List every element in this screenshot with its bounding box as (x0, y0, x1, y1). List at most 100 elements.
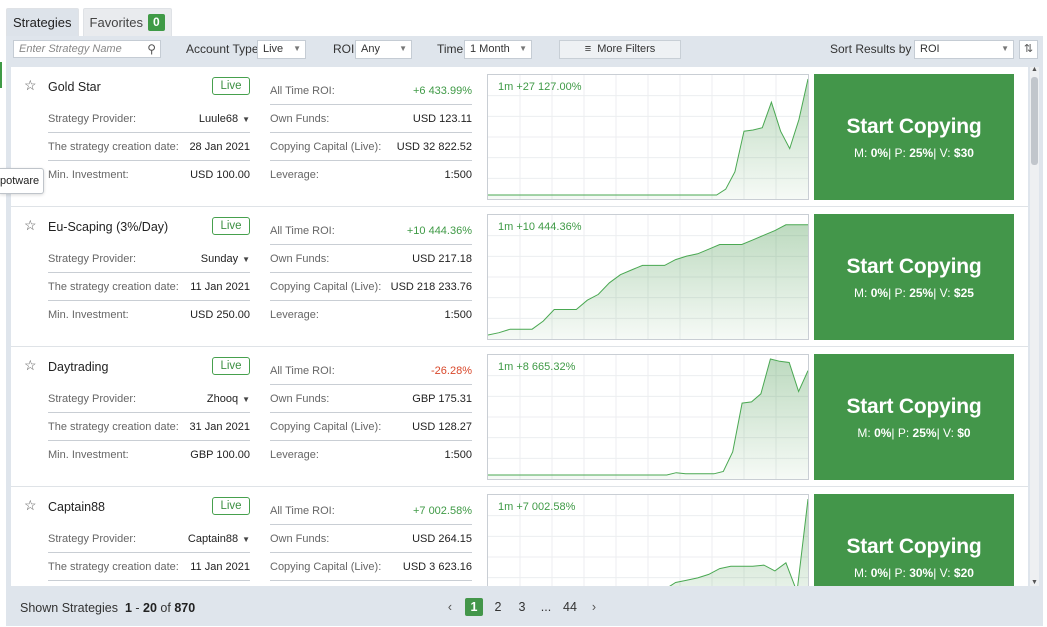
performance-chart[interactable]: 1m +8 665.32% (487, 354, 809, 480)
chart-line (669, 498, 808, 586)
management-fee: 0% (870, 286, 889, 300)
strategy-name[interactable]: Eu-Scaping (3%/Day) (48, 220, 169, 234)
scrollbar-thumb[interactable] (1031, 77, 1038, 165)
tab-favorites[interactable]: Favorites 0 (82, 8, 172, 36)
scroll-down-icon[interactable]: ▼ (1031, 579, 1038, 586)
next-page-icon[interactable]: › (591, 600, 597, 614)
copying-capital-row: Copying Capital (Live): USD 218 233.76 (270, 273, 472, 301)
chevron-down-icon: ▼ (293, 44, 301, 53)
leverage-label: Leverage: (270, 581, 319, 586)
favorites-count-badge: 0 (148, 14, 165, 31)
search-icon[interactable]: ⚲ (147, 42, 156, 56)
page-link[interactable]: 3 (518, 600, 526, 614)
performance-chart[interactable]: 1m +27 127.00% (487, 74, 809, 200)
min-investment-row: Min. Investment: USD 100.00 (48, 581, 250, 586)
volume-fee: $20 (953, 566, 974, 580)
roi-row: All Time ROI: +7 002.58% (270, 497, 472, 525)
management-fee: 0% (874, 426, 892, 440)
performance-chart[interactable]: 1m +7 002.58% (487, 494, 809, 586)
provider-row: Strategy Provider: Sunday ▼ (48, 245, 250, 273)
account-type-value: Live (263, 43, 284, 55)
provider-dropdown[interactable]: Luule68 ▼ (199, 105, 250, 134)
start-copying-button[interactable]: Start Copying M: 0%| P: 25%| V: $30 (814, 74, 1014, 200)
scroll-up-icon[interactable]: ▲ (1031, 66, 1038, 73)
provider-dropdown[interactable]: Zhooq ▼ (207, 385, 250, 414)
page-link[interactable]: 44 (563, 600, 577, 614)
leverage-label: Leverage: (270, 169, 319, 181)
provider-row: Strategy Provider: Luule68 ▼ (48, 105, 250, 133)
start-copying-button[interactable]: Start Copying M: 0%| P: 30%| V: $20 (814, 494, 1014, 586)
sort-order-icon[interactable]: ⇅ (1019, 40, 1038, 59)
account-type-label: Account Type (186, 42, 259, 56)
performance-fee: 25% (912, 426, 937, 440)
tab-label: Strategies (13, 14, 72, 30)
provider-label: Strategy Provider: (48, 533, 137, 545)
strategy-row: ☆ Captain88 Live Strategy Provider: Capta… (11, 487, 1028, 586)
favorite-star-icon[interactable]: ☆ (24, 217, 37, 233)
roi-value: Any (361, 43, 380, 55)
sort-value: ROI (920, 43, 940, 55)
chevron-down-icon: ▼ (242, 115, 250, 124)
sort-select[interactable]: ROI ▼ (914, 40, 1014, 59)
own-funds-label: Own Funds: (270, 533, 330, 545)
favorite-star-icon[interactable]: ☆ (24, 357, 37, 373)
fees-summary: M: 0%| P: 25%| V: $30 (854, 146, 974, 160)
strategies-panel: Enter Strategy Name ⚲ Account Type Live ▼… (6, 36, 1043, 626)
performance-chart[interactable]: 1m +10 444.36% (487, 214, 809, 340)
live-tag: Live (212, 77, 250, 95)
copying-capital-label: Copying Capital (Live): (270, 561, 382, 573)
chart-svg (488, 215, 808, 339)
favorite-star-icon[interactable]: ☆ (24, 497, 37, 513)
strategy-name[interactable]: Captain88 (48, 500, 105, 514)
scrollbar[interactable]: ▲ ▼ (1030, 66, 1039, 586)
own-funds-label: Own Funds: (270, 113, 330, 125)
strategy-search-input[interactable]: Enter Strategy Name ⚲ (13, 40, 161, 58)
copying-capital-value: USD 128.27 (412, 421, 472, 433)
roi-label: All Time ROI: (270, 365, 335, 377)
own-funds-row: Own Funds: USD 123.11 (270, 105, 472, 133)
volume-fee: $25 (953, 286, 974, 300)
page-link[interactable]: 1 (465, 598, 483, 616)
copying-capital-value: USD 218 233.76 (390, 281, 472, 293)
start-copying-button[interactable]: Start Copying M: 0%| P: 25%| V: $0 (814, 354, 1014, 480)
performance-fee: 25% (909, 286, 934, 300)
min-investment-value: USD 100.00 (190, 581, 250, 586)
start-copying-label: Start Copying (846, 535, 982, 558)
provider-dropdown[interactable]: Sunday ▼ (201, 245, 250, 274)
roi-row: All Time ROI: +10 444.36% (270, 217, 472, 245)
tab-strategies[interactable]: Strategies (6, 8, 79, 36)
strategy-name[interactable]: Gold Star (48, 80, 101, 94)
created-value: 11 Jan 2021 (190, 281, 250, 293)
min-investment-label: Min. Investment: (48, 309, 129, 321)
leverage-row: Leverage: 1:500 (270, 161, 472, 189)
more-filters-button[interactable]: ≡ More Filters (559, 40, 681, 59)
prev-page-icon[interactable]: ‹ (447, 600, 453, 614)
provider-label: Strategy Provider: (48, 393, 137, 405)
created-row: The strategy creation date: 31 Jan 2021 (48, 413, 250, 441)
filter-bar: Enter Strategy Name ⚲ Account Type Live ▼… (6, 36, 1043, 63)
chart-area (488, 224, 808, 339)
time-select[interactable]: 1 Month ▼ (464, 40, 532, 59)
total-count: 870 (174, 601, 196, 615)
roi-select[interactable]: Any ▼ (355, 40, 412, 59)
min-investment-value: USD 250.00 (190, 309, 250, 321)
side-accent (0, 62, 2, 88)
page-link[interactable]: 2 (494, 600, 502, 614)
created-value: 28 Jan 2021 (189, 141, 250, 153)
account-type-select[interactable]: Live ▼ (257, 40, 306, 59)
fees-summary: M: 0%| P: 25%| V: $25 (854, 286, 974, 300)
strategy-name[interactable]: Daytrading (48, 360, 109, 374)
chart-line (488, 224, 808, 336)
min-investment-row: Min. Investment: GBP 100.00 (48, 441, 250, 469)
roi-value: +6 433.99% (412, 85, 472, 97)
created-value: 31 Jan 2021 (189, 421, 250, 433)
fees-summary: M: 0%| P: 30%| V: $20 (854, 566, 974, 580)
provider-dropdown[interactable]: Captain88 ▼ (188, 525, 250, 554)
own-funds-label: Own Funds: (270, 253, 330, 265)
start-copying-button[interactable]: Start Copying M: 0%| P: 25%| V: $25 (814, 214, 1014, 340)
min-investment-label: Min. Investment: (48, 449, 129, 461)
range-to: 20 (143, 601, 157, 615)
time-label: Time (437, 42, 464, 56)
favorite-star-icon[interactable]: ☆ (24, 77, 37, 93)
roi-label: All Time ROI: (270, 225, 335, 237)
